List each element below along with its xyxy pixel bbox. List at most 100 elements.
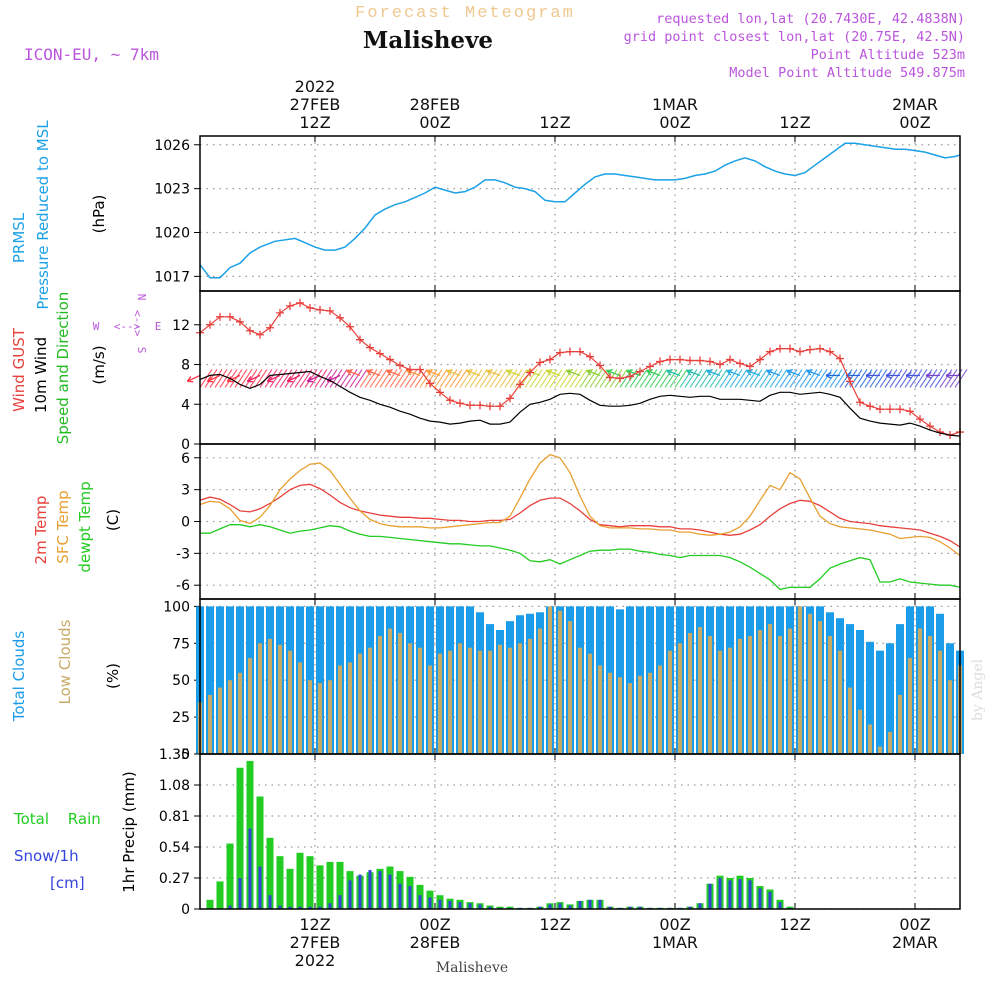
- direction-hatch: [474, 369, 488, 388]
- direction-hatch: [279, 369, 293, 388]
- pressure-unit-label: (hPa): [90, 195, 108, 234]
- direction-arrow: [426, 370, 441, 377]
- direction-hatch: [264, 369, 278, 388]
- snow-bar: [478, 904, 482, 909]
- low-cloud-bar: [478, 650, 482, 754]
- snow-bar: [268, 895, 272, 909]
- rain-bar: [226, 843, 234, 909]
- direction-hatch: [209, 369, 223, 388]
- direction-hatch: [634, 369, 648, 388]
- low-cloud-bar: [208, 694, 212, 754]
- direction-hatch: [749, 369, 763, 388]
- direction-hatch: [199, 369, 213, 388]
- dewpt-line: [200, 524, 961, 591]
- gust-marker: [396, 361, 404, 370]
- gust-marker: [416, 365, 424, 374]
- gust-marker: [326, 306, 334, 315]
- snow-bar: [428, 897, 432, 909]
- direction-arrow: [386, 370, 401, 377]
- direction-arrow: [267, 374, 281, 382]
- direction-arrow: [486, 370, 501, 377]
- snow-bar: [708, 883, 712, 909]
- direction-arrowhead: [786, 369, 793, 376]
- y-tick-label: 0: [181, 902, 190, 918]
- snow-bar: [638, 906, 642, 909]
- temp-unit-label: (C): [104, 509, 122, 531]
- direction-arrow: [606, 370, 621, 377]
- direction-hatch: [434, 369, 448, 388]
- direction-hatch: [214, 369, 228, 388]
- gust-marker: [406, 365, 414, 374]
- low-cloud-bar: [898, 694, 902, 754]
- direction-arrowhead: [905, 372, 912, 379]
- direction-arrowhead: [366, 369, 373, 376]
- direction-hatch: [624, 369, 638, 388]
- snow-bar: [438, 899, 442, 909]
- snow-bar: [418, 895, 422, 909]
- direction-hatch: [244, 369, 258, 388]
- low-cloud-bar: [408, 643, 412, 754]
- low-cloud-bar: [308, 680, 312, 754]
- direction-arrow: [546, 370, 561, 377]
- direction-hatch: [934, 369, 948, 388]
- low-cloud-bar: [788, 628, 792, 754]
- low-cloud-bar: [918, 628, 922, 754]
- direction-hatch: [874, 369, 888, 388]
- low-cloud-bar: [368, 647, 372, 754]
- direction-hatch: [254, 369, 268, 388]
- direction-arrow: [746, 370, 761, 377]
- direction-hatch: [324, 369, 338, 388]
- direction-hatch: [684, 369, 698, 388]
- direction-arrowhead: [226, 376, 234, 383]
- direction-arrowhead: [426, 369, 433, 376]
- direction-arrow: [686, 370, 701, 377]
- direction-arrowhead: [686, 369, 693, 376]
- low-cloud-bar: [378, 635, 382, 754]
- gust-marker: [256, 330, 264, 339]
- direction-arrowhead: [666, 369, 673, 376]
- low-cloud-bar: [518, 643, 522, 754]
- low-cloud-bar: [458, 643, 462, 754]
- compass-rose: N S <--> W E <-->: [93, 294, 162, 354]
- y-tick-label: 1026: [154, 138, 190, 154]
- y-tick-label: 6: [181, 451, 190, 467]
- snow-unit-label: [cm]: [50, 874, 85, 892]
- direction-hatch: [389, 369, 403, 388]
- low-cloud-bar: [528, 638, 532, 754]
- model-altitude: Model Point Altitude 549.875m: [729, 65, 965, 81]
- rain-bar: [496, 906, 504, 909]
- direction-hatch: [249, 369, 263, 388]
- low-cloud-bar: [728, 647, 732, 754]
- direction-hatch: [549, 369, 563, 388]
- gust-marker: [566, 347, 574, 356]
- snow-bar: [568, 905, 572, 909]
- low-cloud-bar: [928, 635, 932, 754]
- low-cloud-bar: [548, 606, 552, 754]
- gust-marker: [216, 312, 224, 321]
- snow-bar: [368, 869, 372, 909]
- low-cloud-bar: [448, 650, 452, 754]
- low-cloud-bar: [228, 680, 232, 754]
- gust-marker: [356, 335, 364, 344]
- y-tick-label: 100: [163, 599, 190, 615]
- y-tick-label: 0.27: [159, 871, 190, 887]
- direction-hatch: [369, 369, 383, 388]
- gust-marker: [736, 359, 744, 368]
- gust-marker: [766, 347, 774, 356]
- pressure-line: [199, 142, 961, 279]
- direction-hatch: [804, 369, 818, 388]
- direction-arrowhead: [766, 369, 773, 376]
- direction-hatch: [834, 369, 848, 388]
- snow-bar: [298, 906, 302, 909]
- rain-bar: [216, 881, 224, 909]
- gust-marker: [526, 368, 534, 377]
- direction-arrowhead: [286, 376, 294, 383]
- gust-marker: [576, 347, 584, 356]
- gust-marker: [726, 355, 734, 364]
- low-cloud-bar: [688, 632, 692, 754]
- low-cloud-bar: [578, 647, 582, 754]
- low-cloud-bar: [298, 662, 302, 754]
- direction-hatch: [764, 369, 778, 388]
